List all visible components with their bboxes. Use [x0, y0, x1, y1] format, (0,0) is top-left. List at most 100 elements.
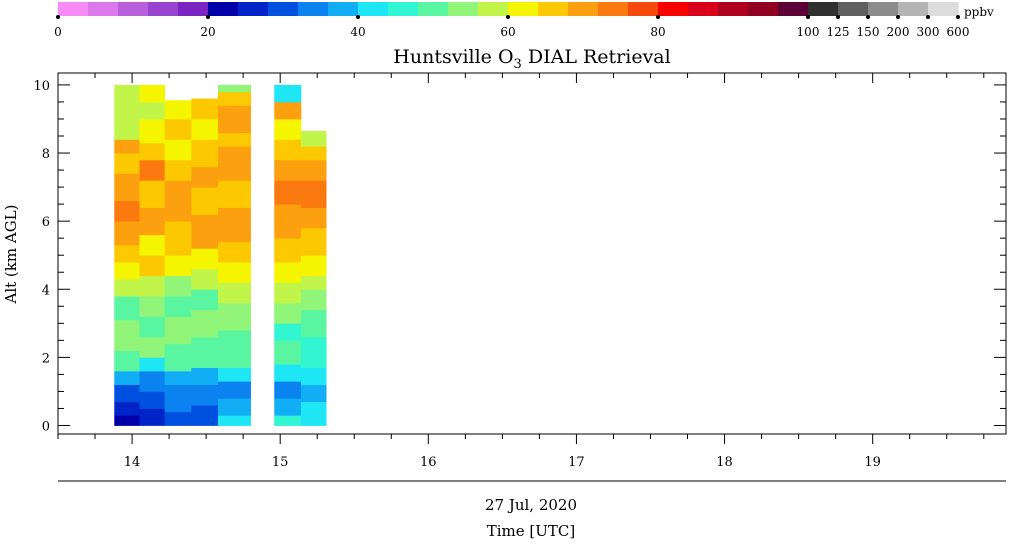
chart-title: Huntsville O3 DIAL Retrieval — [393, 46, 670, 72]
ozone-cell — [191, 268, 219, 290]
x-tick-label: 15 — [272, 455, 289, 470]
colorbar-segment — [178, 2, 209, 16]
ozone-cell — [217, 330, 251, 368]
ozone-cell — [217, 105, 251, 133]
colorbar-tick — [56, 15, 60, 19]
ozone-cell — [274, 282, 302, 304]
colorbar-segment — [598, 2, 629, 16]
colorbar-segment — [478, 2, 509, 16]
ozone-cell — [300, 336, 327, 368]
ozone-cell — [274, 139, 302, 161]
ozone-cell — [191, 187, 219, 215]
colorbar-segment — [628, 2, 659, 16]
ozone-cell — [300, 180, 327, 208]
ozone-cell — [300, 401, 327, 426]
ozone-cell — [191, 384, 219, 406]
ozone-cell — [114, 384, 140, 403]
colorbar-segment — [568, 2, 599, 16]
colorbar-segment — [898, 2, 929, 16]
colorbar-segment — [718, 2, 749, 16]
colorbar-segment — [748, 2, 779, 16]
ozone-cell — [300, 289, 327, 311]
ozone-cell — [164, 139, 192, 161]
ozone-cell — [139, 207, 166, 236]
ozone-cell — [114, 401, 140, 416]
colorbar-tick-label: 80 — [650, 25, 665, 39]
ozone-cell — [217, 282, 251, 304]
ozone-cell — [300, 367, 327, 386]
colorbar-tick-label: 0 — [54, 25, 62, 39]
ozone-cell — [164, 384, 192, 413]
ozone-cell — [139, 255, 166, 277]
colorbar-segment — [358, 2, 389, 16]
ozone-cell — [217, 146, 251, 181]
ozone-cell — [164, 275, 192, 297]
ozone-cell — [217, 241, 251, 263]
ozone-cell — [274, 238, 302, 263]
chart-title-suffix: DIAL Retrieval — [522, 46, 671, 68]
ozone-cell — [274, 84, 302, 103]
colorbar-segment — [118, 2, 149, 16]
ozone-cell — [114, 112, 140, 140]
colorbar: 0 20 40 60 80 100 125 150 200 300 600 — [54, 2, 969, 39]
ozone-cell — [139, 101, 166, 120]
colorbar-tick — [866, 15, 870, 19]
colorbar-tick-label: 300 — [917, 25, 940, 39]
y-tick-label: 8 — [42, 147, 50, 162]
ozone-cell — [191, 289, 219, 311]
colorbar-segment — [838, 2, 869, 16]
colorbar-segment — [58, 2, 89, 16]
colorbar-segment — [238, 2, 269, 16]
ozone-cell — [300, 309, 327, 338]
ozone-cell — [300, 384, 327, 403]
ozone-cell — [191, 118, 219, 140]
ozone-cell — [114, 221, 140, 246]
colorbar-tick — [206, 15, 210, 19]
ozone-cell — [139, 234, 166, 256]
ozone-cell — [139, 408, 166, 426]
colorbar-segment — [268, 2, 299, 16]
ozone-cell — [274, 381, 302, 399]
chart-title-subscript: 3 — [514, 57, 522, 72]
y-axis-label: Alt (km AGL) — [2, 205, 20, 305]
ozone-cell — [191, 214, 219, 249]
ozone-cell — [217, 262, 251, 283]
ozone-cell — [139, 159, 166, 181]
ozone-cell — [114, 262, 140, 280]
ozone-cell — [164, 118, 192, 140]
ozone-cell — [191, 367, 219, 386]
ozone-cell — [114, 139, 140, 154]
colorbar-segment — [208, 2, 239, 16]
colorbar-segment — [328, 2, 359, 16]
x-axis-date-label: 27 Jul, 2020 — [485, 496, 577, 514]
colorbar-segment — [868, 2, 899, 16]
ozone-cell — [114, 279, 140, 297]
colorbar-segment — [418, 2, 449, 16]
x-tick-label: 19 — [864, 455, 881, 470]
ozone-cell — [300, 130, 327, 147]
colorbar-tick — [836, 15, 840, 19]
ozone-cell — [164, 159, 192, 181]
colorbar-tick-label: 100 — [797, 25, 820, 39]
ozone-cell — [114, 84, 140, 113]
ozone-cell — [217, 367, 251, 382]
ozone-cell — [217, 381, 251, 399]
colorbar-tick — [656, 15, 660, 19]
ozone-cell — [217, 415, 251, 426]
ozone-cell — [300, 159, 327, 181]
ozone-cell — [139, 336, 166, 358]
ozone-cell — [217, 132, 251, 147]
plot-frame — [57, 72, 1007, 435]
ozone-cell — [164, 343, 192, 372]
ozone-cell — [114, 173, 140, 202]
ozone-cell — [217, 398, 251, 416]
ozone-cell — [274, 398, 302, 416]
ozone-cell — [274, 262, 302, 283]
ozone-cell — [139, 391, 166, 409]
ozone-cell — [274, 302, 302, 324]
ozone-cell — [114, 319, 140, 351]
x-tick-label: 18 — [716, 455, 733, 470]
colorbar-tick — [806, 15, 810, 19]
colorbar-segment — [778, 2, 809, 16]
